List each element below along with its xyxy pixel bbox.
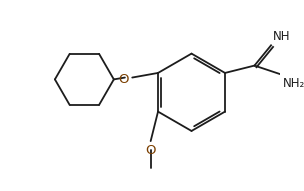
Text: NH₂: NH₂ [283, 77, 304, 90]
Text: NH: NH [273, 30, 290, 43]
Text: O: O [145, 144, 156, 157]
Text: O: O [118, 73, 129, 86]
